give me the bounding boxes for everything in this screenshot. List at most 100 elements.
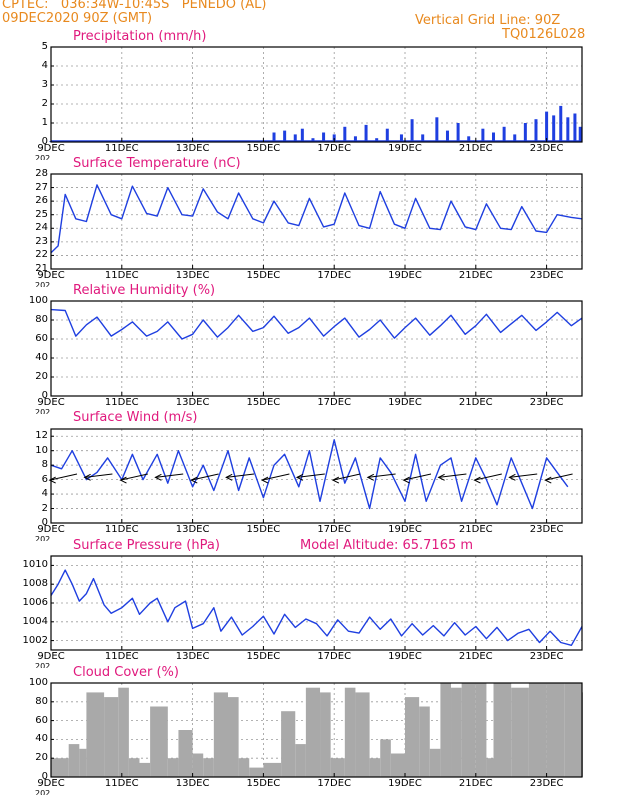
cloud-bar	[228, 697, 239, 777]
cloud-panel	[50, 682, 583, 778]
precip-bar	[283, 130, 287, 142]
rh-ytick-label: 0	[41, 390, 48, 401]
wind-vector	[544, 473, 573, 484]
temp-year-stub: 202	[35, 282, 51, 287]
cloud-bar	[263, 762, 282, 777]
wind-vector-head	[225, 473, 233, 481]
cloud-bar	[320, 692, 331, 777]
pres-ytick-label: 1010	[22, 559, 48, 571]
cloud-bar	[281, 711, 296, 777]
wind-vector-shaft	[120, 473, 148, 481]
rh-panel	[50, 300, 583, 397]
wind-xtick-label: 21DEC	[458, 524, 493, 535]
precip-bar	[300, 128, 304, 142]
precip-bar	[467, 136, 471, 142]
rh-line	[50, 308, 583, 340]
wind-ytick-label: 6	[41, 473, 48, 485]
precip-bar	[552, 115, 556, 142]
precip-ytick-label: 2	[41, 98, 48, 109]
cloud-bar	[451, 687, 462, 777]
pres-ytick-label: 1004	[22, 615, 48, 627]
pres-ytick-label: 1008	[22, 578, 48, 590]
temp-xtick-label: 21DEC	[458, 270, 493, 281]
temp-ytick-label: 28	[35, 168, 48, 179]
rh-ytick-label: 60	[35, 333, 48, 344]
cloud-bar	[68, 744, 80, 777]
precip-ytick-label: 4	[41, 60, 48, 71]
wind-vector	[473, 473, 502, 484]
cloud-bar	[546, 683, 565, 777]
cloud-bar	[405, 697, 420, 777]
precip-bar	[385, 128, 389, 142]
rh-frame	[50, 300, 583, 397]
precip-xtick-label: 9DEC	[37, 143, 65, 154]
wind-vector-head	[260, 476, 269, 484]
cloud-bar	[238, 758, 250, 777]
temp-ytick-label: 27	[35, 181, 48, 193]
pres-xtick-label: 13DEC	[175, 651, 210, 662]
wind-ytick-label: 2	[41, 502, 48, 514]
cloud-bar	[380, 739, 391, 777]
wind-vector	[437, 473, 467, 481]
wind-vector-head	[544, 476, 552, 484]
wind-vector	[331, 473, 361, 484]
precip-bar	[343, 126, 347, 142]
wind-line	[50, 439, 569, 510]
cloud-bar	[564, 683, 582, 777]
pres-panel	[50, 555, 583, 651]
rh-xtick-label: 21DEC	[458, 397, 493, 408]
grid-line-header: Vertical Grid Line: 90Z	[415, 13, 561, 28]
precip-bar	[481, 128, 485, 142]
wind-vector	[119, 473, 148, 484]
wind-panel	[48, 428, 583, 524]
rh-xtick-label: 19DEC	[388, 397, 422, 408]
precip-bar	[456, 123, 460, 142]
pres-xtick-label: 9DEC	[37, 651, 65, 662]
precip-frame	[50, 46, 583, 143]
cloud-xtick-label: 11DEC	[104, 778, 139, 789]
rh-ytick-label: 40	[35, 352, 48, 363]
wind-ytick-label: 4	[41, 488, 48, 500]
cloud-ytick-label: 80	[35, 695, 48, 707]
cloud-ytick-label: 60	[35, 714, 48, 726]
cloud-ytick-label: 100	[28, 677, 48, 688]
wind-year-stub: 202	[35, 536, 51, 541]
wind-vector-shaft	[191, 473, 219, 481]
cloud-bar	[51, 758, 69, 777]
wind-title: Surface Wind (m/s)	[73, 410, 198, 425]
pres-ytick-label: 1006	[22, 597, 48, 608]
wind-vector	[48, 473, 78, 484]
wind-ytick-label: 0	[41, 517, 48, 528]
precip-xtick-label: 15DEC	[246, 143, 281, 154]
pres-xtick-label: 11DEC	[104, 651, 139, 662]
wind-vector	[83, 473, 113, 481]
pres-xtick-label: 19DEC	[388, 651, 422, 662]
wind-vector	[295, 473, 325, 481]
cloud-bar	[305, 687, 321, 777]
wind-vector-head	[190, 476, 198, 484]
pres-line	[50, 569, 583, 646]
precip-ytick-label: 5	[41, 41, 48, 52]
precip-xtick-label: 17DEC	[317, 143, 352, 154]
precip-xtick-label: 13DEC	[175, 143, 210, 154]
wind-xtick-label: 15DEC	[246, 524, 281, 535]
precip-title: Precipitation (mm/h)	[73, 29, 207, 44]
cloud-bar	[167, 758, 179, 777]
wind-vector-head	[508, 473, 516, 481]
cloud-bar	[528, 683, 547, 777]
model-id-header: TQ0126L028	[502, 27, 586, 42]
temp-line	[50, 184, 583, 254]
pres-xtick-label: 17DEC	[317, 651, 352, 662]
temp-xtick-label: 9DEC	[37, 270, 65, 281]
wind-vector-shaft	[49, 473, 78, 481]
wind-vector-shaft	[403, 473, 432, 481]
pres-xtick-label: 23DEC	[529, 651, 564, 662]
temp-ytick-label: 26	[35, 195, 48, 207]
cloud-bar	[493, 683, 512, 777]
precip-bar	[534, 119, 538, 142]
temp-panel	[50, 173, 583, 270]
wind-vector-head	[366, 473, 375, 481]
cloud-xtick-label: 13DEC	[175, 778, 210, 789]
cloud-bar	[461, 683, 476, 777]
